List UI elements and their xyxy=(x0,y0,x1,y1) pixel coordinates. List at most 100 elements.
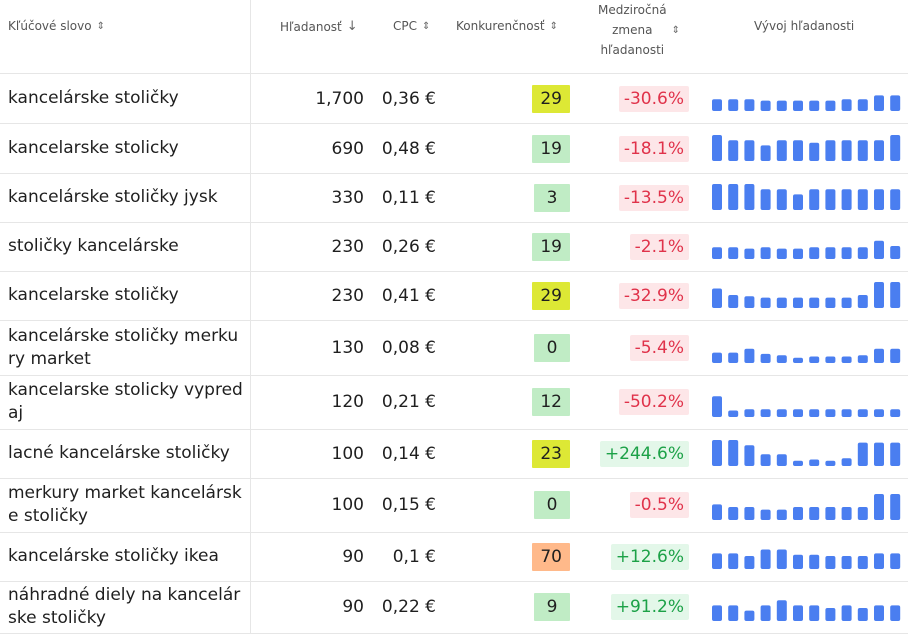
column-header-cpc-label: CPC xyxy=(393,19,417,33)
trend-bar xyxy=(825,100,836,111)
trend-bar xyxy=(874,348,884,363)
competition-cell: 0 xyxy=(440,478,570,532)
table-row[interactable]: kancelárske stoličky jysk 330 0,11 € 3 -13.5… xyxy=(0,173,908,223)
cpc-cell: 0,22 € xyxy=(381,597,436,617)
yoy-cell: -0.5% xyxy=(580,478,689,532)
trend-bar xyxy=(744,610,755,621)
trend-bar xyxy=(760,549,771,569)
competition-badge: 9 xyxy=(534,593,570,621)
trend-bar xyxy=(874,140,884,161)
table-row[interactable]: merkury market kancelárske stoličky 100 0,… xyxy=(0,478,908,533)
trend-bar xyxy=(712,247,722,259)
trend-bar xyxy=(776,248,787,259)
trend-bar xyxy=(857,608,868,621)
keyword-cell[interactable]: kancelarske stoličky xyxy=(8,285,179,305)
column-header-keyword-label: Kľúčové slovo xyxy=(8,19,92,33)
competition-cell: 9 xyxy=(440,581,570,633)
yoy-cell: +12.6% xyxy=(580,532,689,581)
table-row[interactable]: lacné kancelárske stoličky 100 0,14 € 23 +24… xyxy=(0,429,908,479)
trend-bar xyxy=(809,189,820,210)
yoy-badge: -30.6% xyxy=(618,85,689,112)
keyword-cell[interactable]: kancelárske stoličky merkury market xyxy=(8,325,239,369)
trend-bar xyxy=(874,553,884,569)
volume-cell: 100 xyxy=(331,495,364,515)
trend-bar xyxy=(841,99,852,111)
yoy-badge: -50.2% xyxy=(618,389,689,415)
table-row[interactable]: kancelarske stolicky vypredaj 120 0,21 € 12… xyxy=(0,375,908,430)
yoy-badge: -32.9% xyxy=(618,282,689,309)
table-row[interactable]: kancelarske stoličky 230 0,41 € 29 -32.9% xyxy=(0,271,908,321)
keyword-cell[interactable]: lacné kancelárske stoličky xyxy=(8,443,230,463)
column-header-cpc[interactable]: CPC ⇕ xyxy=(393,19,430,33)
trend-bar xyxy=(776,100,787,111)
table-row[interactable]: kancelárske stoličky 1,700 0,36 € 29 -30.6% xyxy=(0,74,908,124)
trend-bar xyxy=(776,189,787,210)
trend-bar xyxy=(793,507,803,520)
trend-bar xyxy=(890,135,901,161)
trend-bar xyxy=(712,135,722,161)
competition-badge: 3 xyxy=(534,183,570,212)
table-row[interactable]: kancelarske stolicky 690 0,48 € 19 -18.1% xyxy=(0,124,908,174)
column-header-volume[interactable]: Hľadanosť ↓ xyxy=(280,19,358,34)
column-header-competition[interactable]: Konkurenčnosť ⇕ xyxy=(456,19,558,33)
table-row[interactable]: stoličky kancelárske 230 0,26 € 19 -2.1% xyxy=(0,222,908,272)
keyword-cell[interactable]: kancelarske stolicky xyxy=(8,138,179,158)
trend-bar xyxy=(776,409,787,417)
trend-bar xyxy=(825,247,836,259)
trend-bar xyxy=(728,140,739,161)
column-header-competition-label: Konkurenčnosť xyxy=(456,19,545,33)
trend-bar xyxy=(809,356,820,363)
trend-bar xyxy=(776,549,787,569)
competition-cell: 19 xyxy=(440,222,570,271)
keyword-cell[interactable]: kancelarske stolicky vypredaj xyxy=(8,380,243,423)
trend-chart xyxy=(712,549,901,569)
trend-bar xyxy=(760,353,771,363)
trend-bar xyxy=(760,509,771,520)
keyword-cell[interactable]: kancelárske stoličky ikea xyxy=(8,546,219,566)
trend-bar xyxy=(744,409,755,417)
trend-bar xyxy=(728,440,739,466)
table-row[interactable]: kancelárske stoličky merkury market 130 0,… xyxy=(0,320,908,376)
trend-bar xyxy=(760,189,771,210)
trend-bar xyxy=(793,297,803,308)
trend-bar xyxy=(744,507,755,520)
cpc-cell: 0,41 € xyxy=(381,285,436,306)
competition-badge: 29 xyxy=(532,84,570,113)
keyword-cell[interactable]: stoličky kancelárske xyxy=(8,236,179,256)
trend-bar xyxy=(857,99,868,111)
yoy-badge: +244.6% xyxy=(599,440,689,467)
trend-bar xyxy=(744,184,755,210)
trend-bar xyxy=(825,140,836,161)
table-row[interactable]: kancelárske stoličky ikea 90 0,1 € 70 +12.6% xyxy=(0,532,908,582)
keyword-cell[interactable]: kancelárske stoličky jysk xyxy=(8,187,218,207)
table-row[interactable]: náhradné diely na kancelárske stoličky 9 0… xyxy=(0,581,908,634)
keyword-cell[interactable]: merkury market kancelárske stoličky xyxy=(8,483,242,526)
cpc-cell: 0,08 € xyxy=(381,337,436,358)
trend-sparkline xyxy=(710,581,901,633)
trend-bar xyxy=(874,442,884,466)
trend-bar xyxy=(841,189,852,210)
trend-bar xyxy=(712,352,722,363)
volume-cell: 1,700 xyxy=(315,88,364,109)
column-header-yoy[interactable]: Medziročná zmena hľadanosti ⇕ xyxy=(598,0,680,60)
volume-cell: 330 xyxy=(331,187,364,208)
keyword-cell[interactable]: kancelárske stoličky xyxy=(8,88,179,108)
trend-bar xyxy=(874,189,884,210)
yoy-badge: -13.5% xyxy=(618,184,689,211)
trend-bar xyxy=(728,352,739,363)
trend-bar xyxy=(793,194,803,210)
trend-chart xyxy=(712,396,901,417)
yoy-badge: -5.4% xyxy=(629,334,689,361)
trend-bar xyxy=(825,556,836,569)
trend-bar xyxy=(841,605,852,621)
trend-bar xyxy=(857,189,868,210)
competition-cell: 70 xyxy=(440,532,570,581)
column-header-volume-label: Hľadanosť xyxy=(280,19,342,34)
trend-bar xyxy=(728,295,739,308)
column-header-keyword[interactable]: Kľúčové slovo ⇕ xyxy=(8,19,105,33)
cpc-cell: 0,21 € xyxy=(381,392,436,412)
competition-cell: 0 xyxy=(440,320,570,375)
volume-cell: 90 xyxy=(342,546,364,567)
keyword-cell[interactable]: náhradné diely na kancelárske stoličky xyxy=(8,585,241,628)
trend-bar xyxy=(874,605,884,621)
